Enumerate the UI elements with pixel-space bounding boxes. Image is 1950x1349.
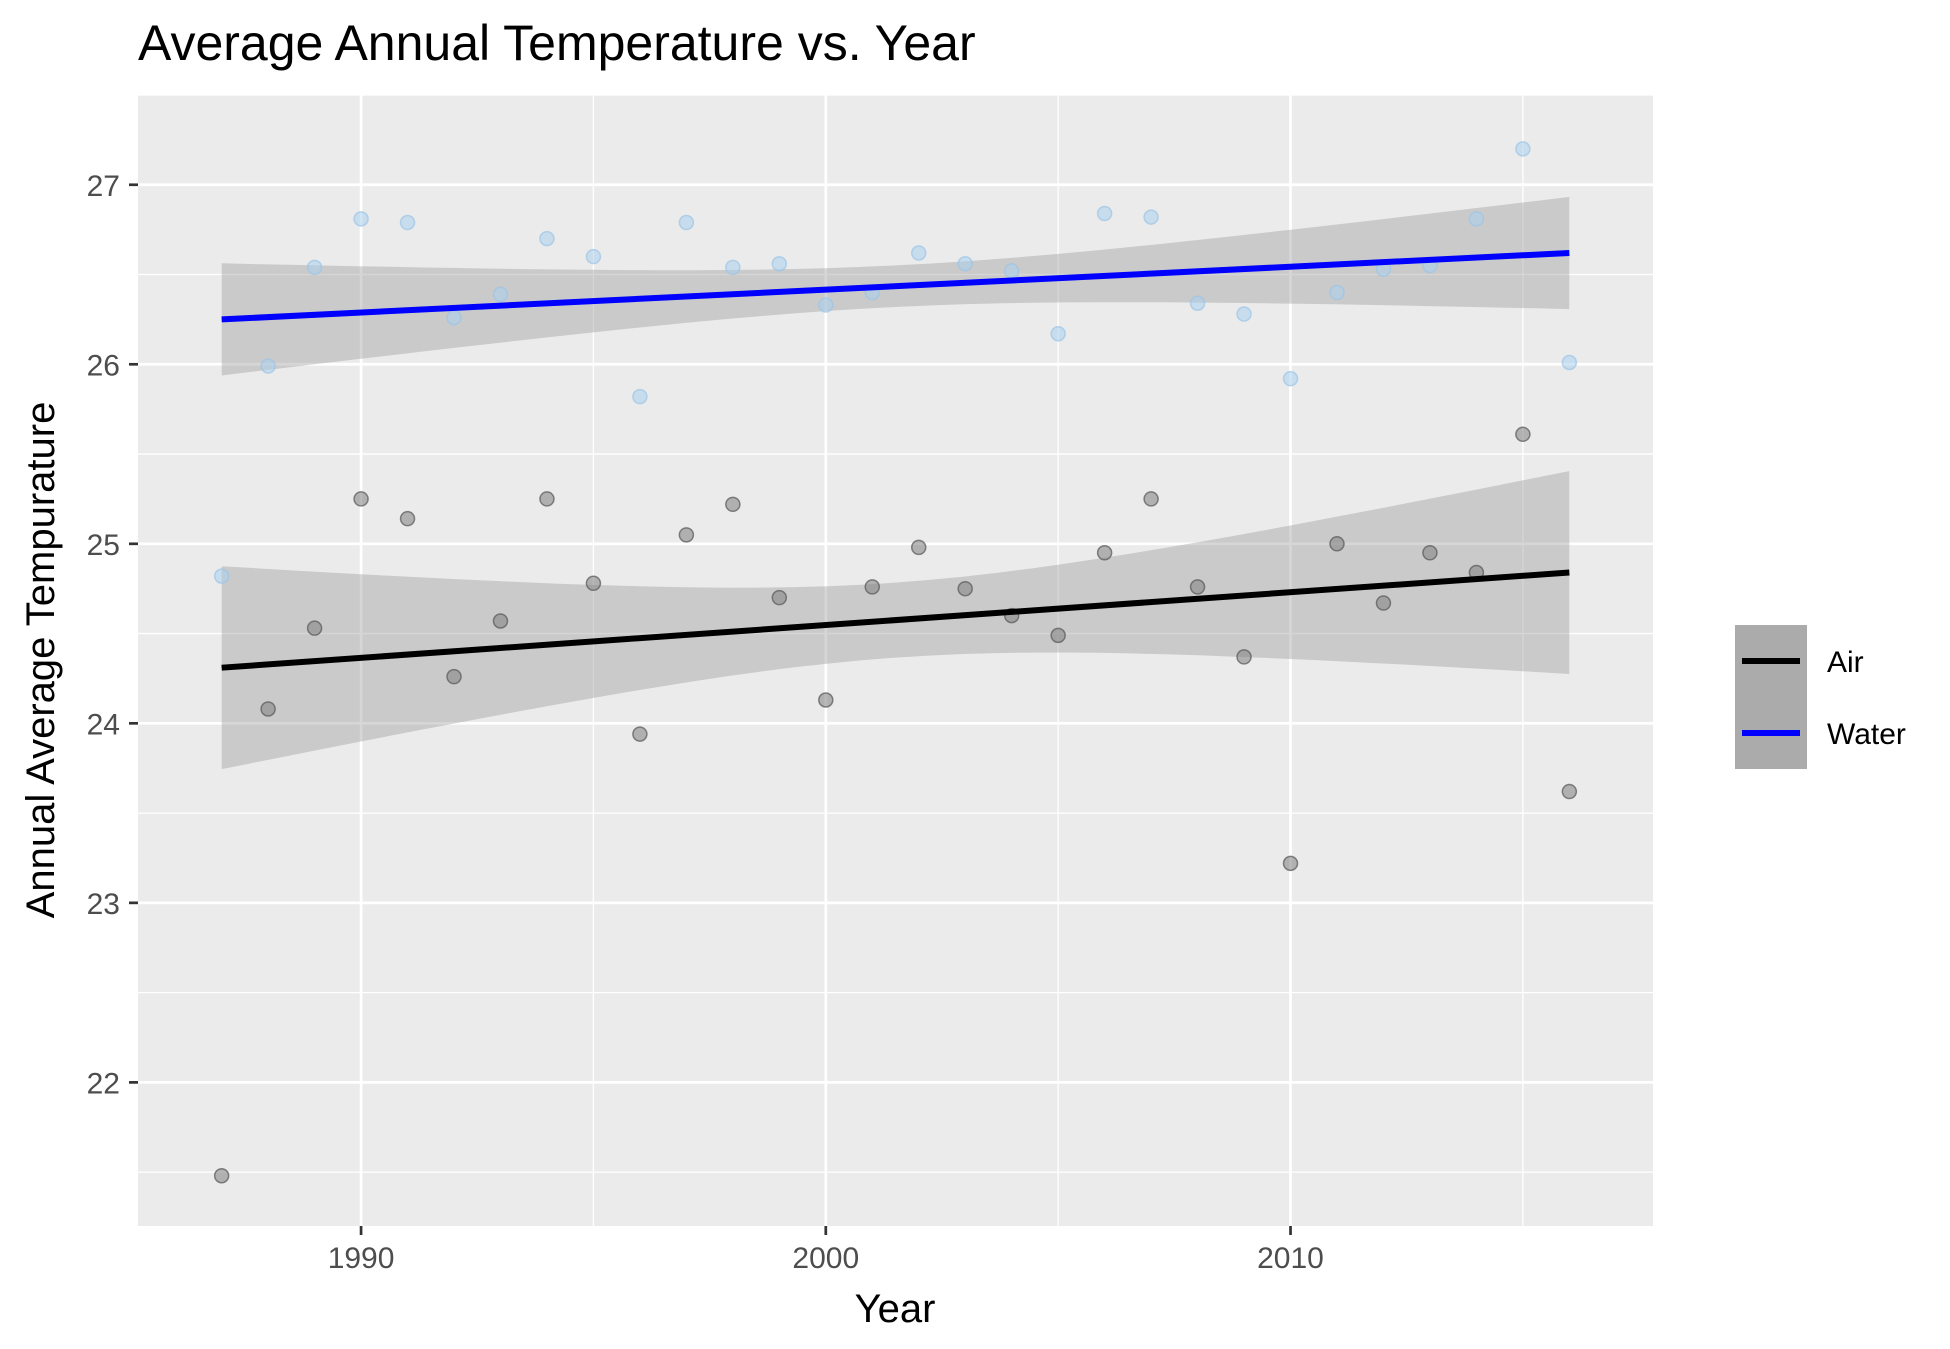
y-axis: 22 23 24 25 26 27 — [87, 170, 138, 1100]
x-axis-title: Year — [855, 1287, 936, 1331]
data-point-air — [1561, 783, 1578, 800]
data-point-air — [910, 539, 927, 556]
data-point-water — [492, 286, 509, 303]
data-point-air — [1096, 545, 1113, 561]
data-point-air — [1422, 545, 1438, 561]
data-point-water — [1515, 141, 1531, 157]
data-point-air — [353, 491, 369, 507]
data-point-water — [1282, 370, 1299, 387]
data-point-water — [818, 297, 834, 313]
data-point-air — [446, 668, 462, 685]
data-point-air — [1189, 579, 1206, 595]
grid-minor — [138, 94, 1653, 1226]
x-axis: 1990 2000 2010 — [328, 1226, 1324, 1275]
x-tick-label: 1990 — [328, 1242, 395, 1275]
fit-line-air — [221, 569, 1570, 671]
data-point-air — [1143, 491, 1159, 507]
data-point-water — [399, 214, 416, 231]
data-point-water — [213, 568, 230, 584]
chart-title: Average Annual Temperature vs. Year — [138, 15, 976, 71]
y-tick-label: 25 — [87, 529, 120, 562]
x-tick-label: 2010 — [1257, 1242, 1324, 1275]
data-point-water — [678, 214, 695, 231]
data-point-water — [1096, 205, 1113, 222]
data-point-water — [1189, 295, 1206, 311]
data-point-air — [725, 496, 741, 513]
data-point-water — [1143, 209, 1159, 225]
data-point-water — [1050, 326, 1066, 342]
data-point-air — [1236, 649, 1252, 665]
fit-lines — [221, 249, 1570, 671]
data-point-air — [864, 579, 881, 595]
data-point-air — [260, 701, 276, 717]
x-tick-label: 2000 — [792, 1242, 859, 1275]
y-tick-label: 26 — [87, 349, 120, 382]
y-tick-label: 24 — [87, 708, 120, 741]
data-point-air — [399, 510, 416, 527]
data-point-air — [213, 1167, 230, 1184]
data-point-air — [771, 589, 788, 606]
data-point-water — [353, 211, 369, 227]
data-point-water — [1329, 284, 1345, 301]
data-point-air — [306, 620, 323, 636]
data-point-water — [632, 388, 648, 405]
data-point-air — [1050, 627, 1066, 644]
y-tick-label: 22 — [87, 1067, 120, 1100]
data-point-water — [539, 230, 555, 247]
data-point-water — [260, 358, 276, 374]
data-point-air — [818, 692, 834, 708]
data-point-air — [585, 575, 602, 592]
data-point-water — [725, 259, 741, 276]
y-tick-label: 27 — [87, 170, 120, 203]
data-point-water — [306, 259, 323, 276]
data-point-air — [678, 527, 695, 543]
data-points — [213, 141, 1578, 1184]
data-point-water — [1236, 306, 1252, 322]
y-axis-title: Annual Average Tempurature — [19, 402, 63, 919]
data-point-water — [1468, 211, 1485, 227]
data-point-air — [957, 580, 973, 597]
data-point-water — [957, 256, 973, 272]
data-point-air — [539, 491, 555, 507]
data-point-air — [492, 613, 509, 629]
data-point-water — [585, 248, 602, 265]
data-point-water — [910, 245, 927, 261]
data-point-water — [1003, 263, 1020, 279]
legend-label-water: Water — [1827, 718, 1906, 751]
data-point-water — [446, 309, 462, 326]
fit-line-water — [221, 249, 1570, 323]
legend-label-air: Air — [1827, 646, 1864, 679]
data-point-water — [771, 256, 788, 272]
data-point-air — [1375, 595, 1392, 611]
data-point-air — [1329, 536, 1345, 552]
legend: Air Water — [1735, 625, 1906, 769]
data-point-air — [1515, 426, 1531, 443]
data-point-air — [1282, 855, 1299, 872]
data-point-air — [632, 726, 648, 742]
grid-major — [138, 95, 1653, 1226]
data-point-water — [1561, 354, 1578, 371]
y-tick-label: 23 — [87, 888, 120, 921]
